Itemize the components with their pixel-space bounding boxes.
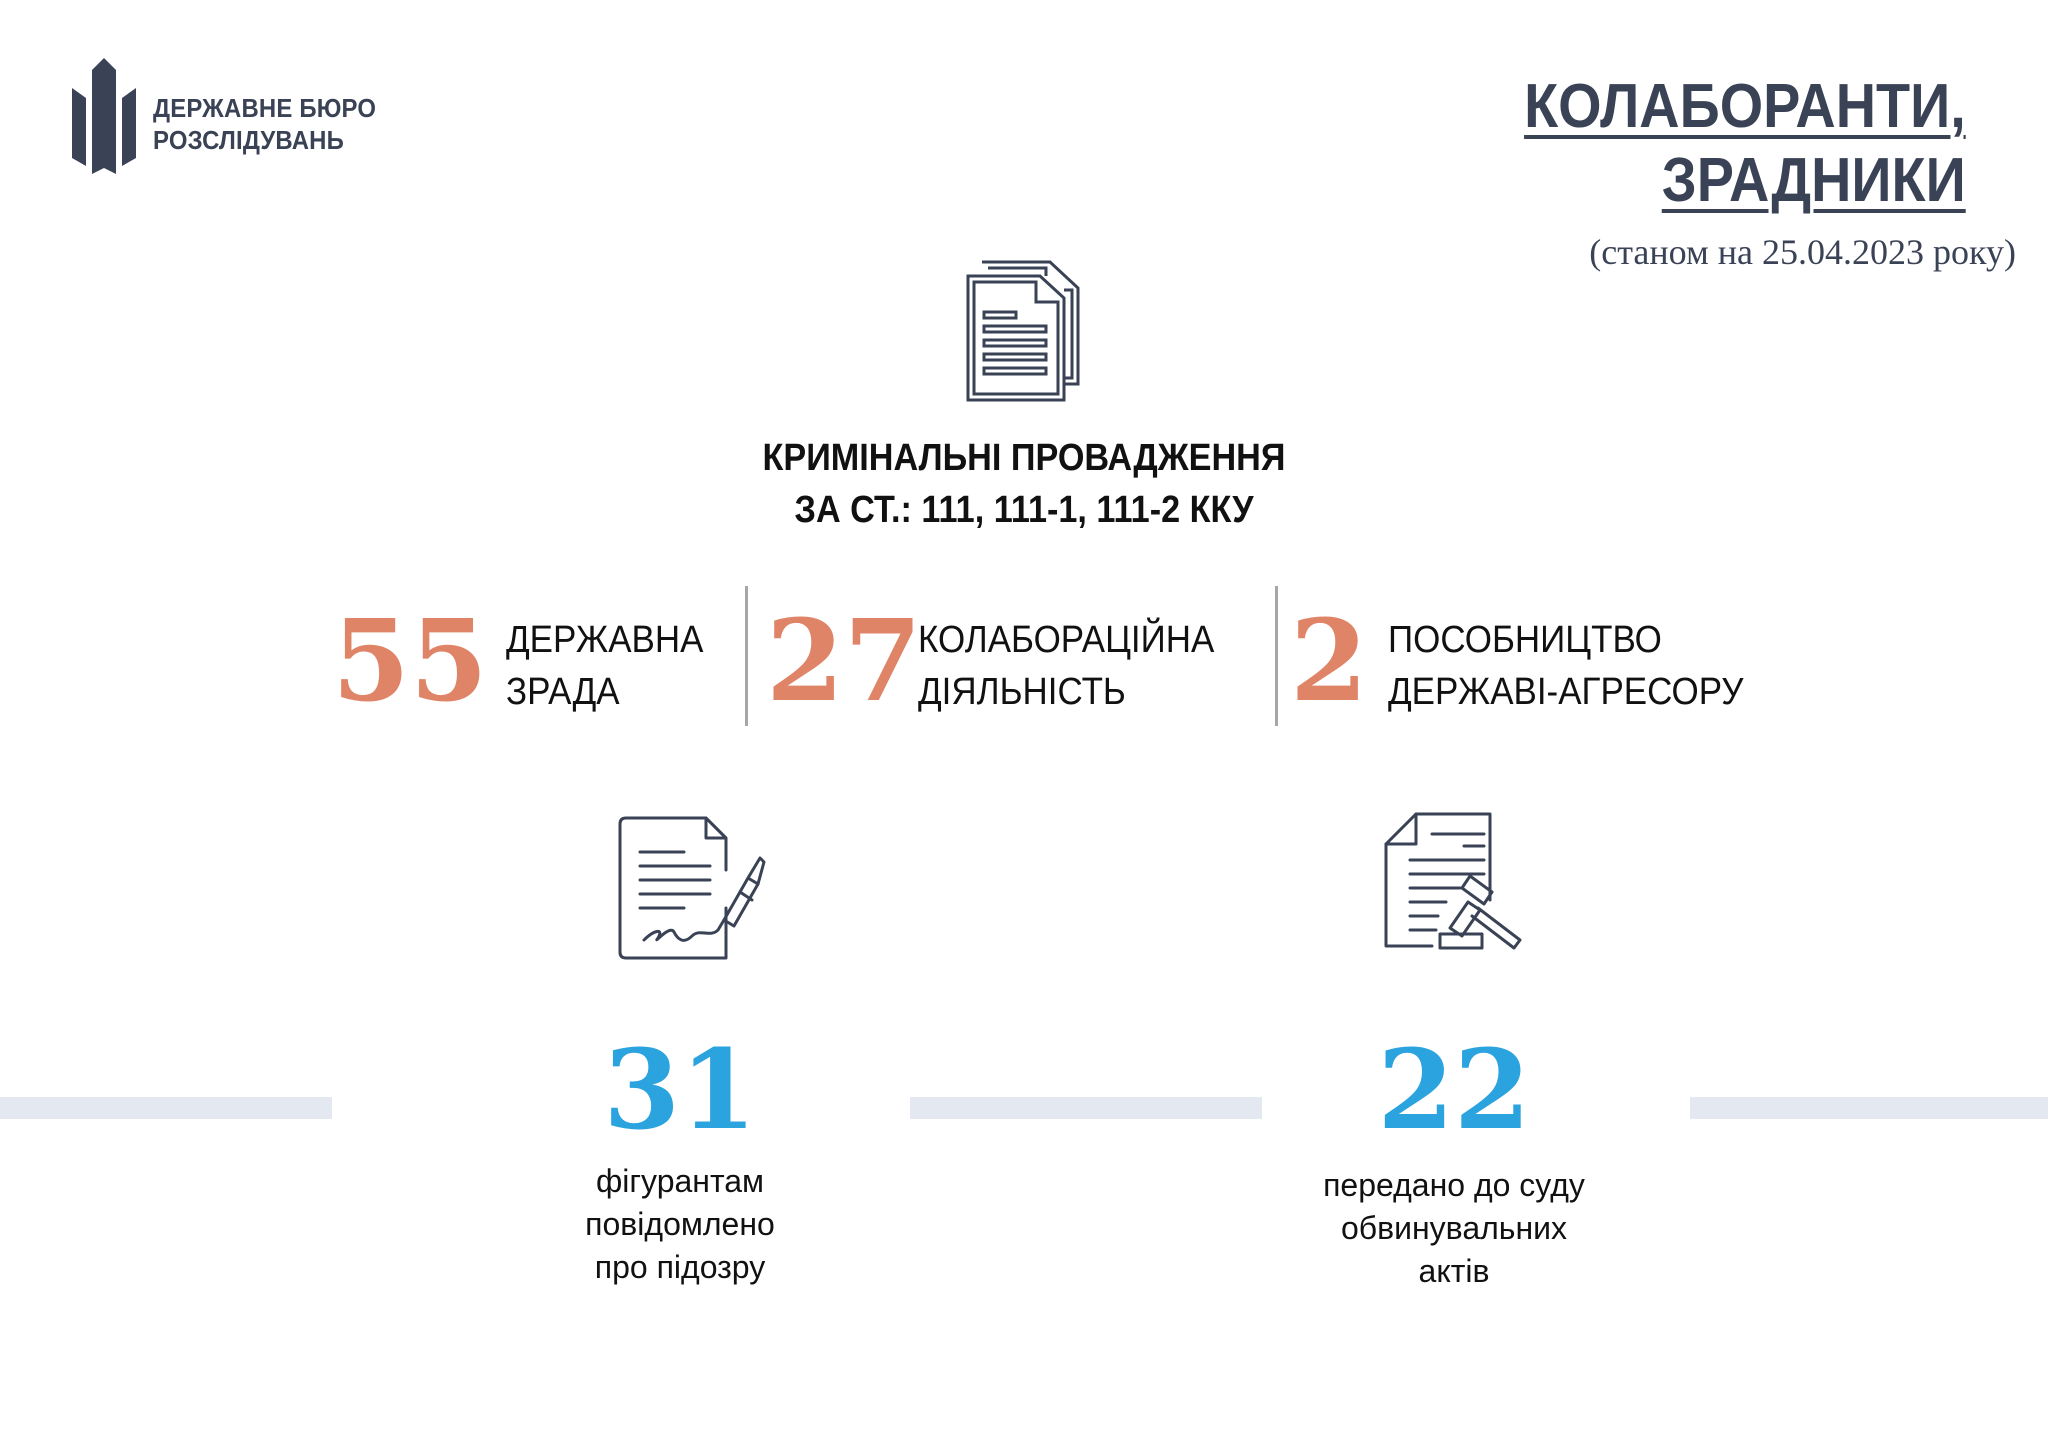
title-line-1: КОЛАБОРАНТИ, — [1524, 72, 1966, 141]
section-header: КРИМІНАЛЬНІ ПРОВАДЖЕННЯ ЗА СТ.: 111, 111… — [0, 432, 2048, 536]
result-label-suspicions: фігурантам повідомлено про підозру — [585, 1163, 775, 1285]
stat-value-aiding: 2 — [1290, 596, 1368, 727]
dbr-emblem-icon — [72, 58, 136, 174]
decorative-band — [1690, 1097, 2048, 1119]
stat-label-collaboration: КОЛАБОРАЦІЙНА ДІЯЛЬНІСТЬ — [918, 619, 1215, 713]
documents-icon — [966, 260, 1080, 402]
result-value-suspicions: 31 — [603, 1025, 757, 1154]
stat-divider — [745, 586, 748, 726]
result-value-indictments: 22 — [1377, 1025, 1531, 1154]
logo-line-2: РОЗСЛІДУВАНЬ — [153, 125, 345, 155]
section-header-line-2: ЗА СТ.: 111, 111-1, 111-2 ККУ — [794, 489, 1254, 531]
page-title: КОЛАБОРАНТИ, ЗРАДНИКИ — [1475, 70, 1966, 218]
decorative-band — [0, 1097, 332, 1119]
section-header-line-1: КРИМІНАЛЬНІ ПРОВАДЖЕННЯ — [762, 437, 1286, 479]
logo-line-1: ДЕРЖАВНЕ БЮРО — [153, 93, 377, 123]
title-line-2: ЗРАДНИКИ — [1662, 146, 1966, 215]
stat-value-collaboration: 27 — [766, 596, 922, 727]
decorative-band — [910, 1097, 1262, 1119]
stat-divider — [1275, 586, 1278, 726]
logo-text: ДЕРЖАВНЕ БЮРО РОЗСЛІДУВАНЬ — [153, 92, 376, 156]
stat-value-treason: 55 — [332, 596, 488, 727]
court-document-gavel-icon — [1384, 812, 1522, 950]
date-subtitle: (станом на 25.04.2023 року) — [1589, 232, 2016, 272]
result-label-indictments: передано до суду обвинувальних актів — [1323, 1167, 1585, 1289]
signed-document-icon — [618, 816, 766, 960]
stat-label-aiding: ПОСОБНИЦТВО ДЕРЖАВІ-АГРЕСОРУ — [1388, 619, 1744, 713]
stat-label-treason: ДЕРЖАВНА ЗРАДА — [506, 619, 704, 713]
